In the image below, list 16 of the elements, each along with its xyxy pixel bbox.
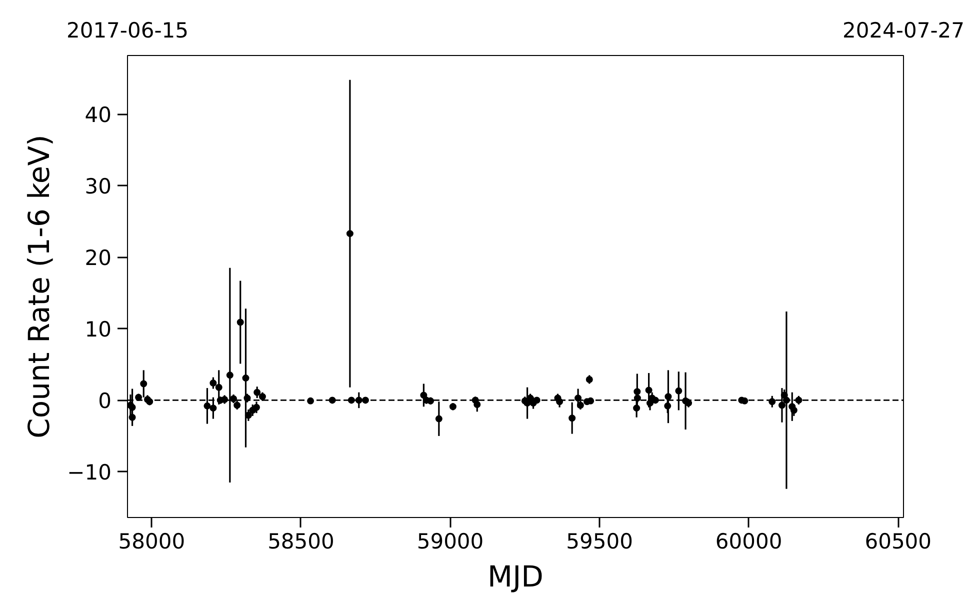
y-axis-title: Count Rate (1-6 keV) [22, 134, 56, 438]
x2-tick-label: 2017-06-15 [66, 18, 189, 42]
x-tick-label: 58000 [118, 530, 186, 554]
x-tick-label: 60500 [864, 530, 932, 554]
x-tick-label: 58500 [268, 530, 334, 554]
y-tick-label: 0 [98, 389, 112, 414]
y-tick-label: −10 [67, 460, 112, 485]
y-tick-label: 10 [84, 318, 112, 342]
x-tick-label: 59000 [416, 530, 484, 554]
y-tick-label: 40 [84, 103, 112, 128]
y-tick-label: 30 [84, 174, 112, 199]
x-tick-label: 59500 [566, 530, 633, 554]
y-tick-label: 20 [84, 246, 112, 270]
x-tick-label: 60000 [715, 530, 782, 554]
x-axis-title: MJD [488, 560, 544, 594]
x2-tick-label: 2024-07-27 [842, 18, 965, 42]
